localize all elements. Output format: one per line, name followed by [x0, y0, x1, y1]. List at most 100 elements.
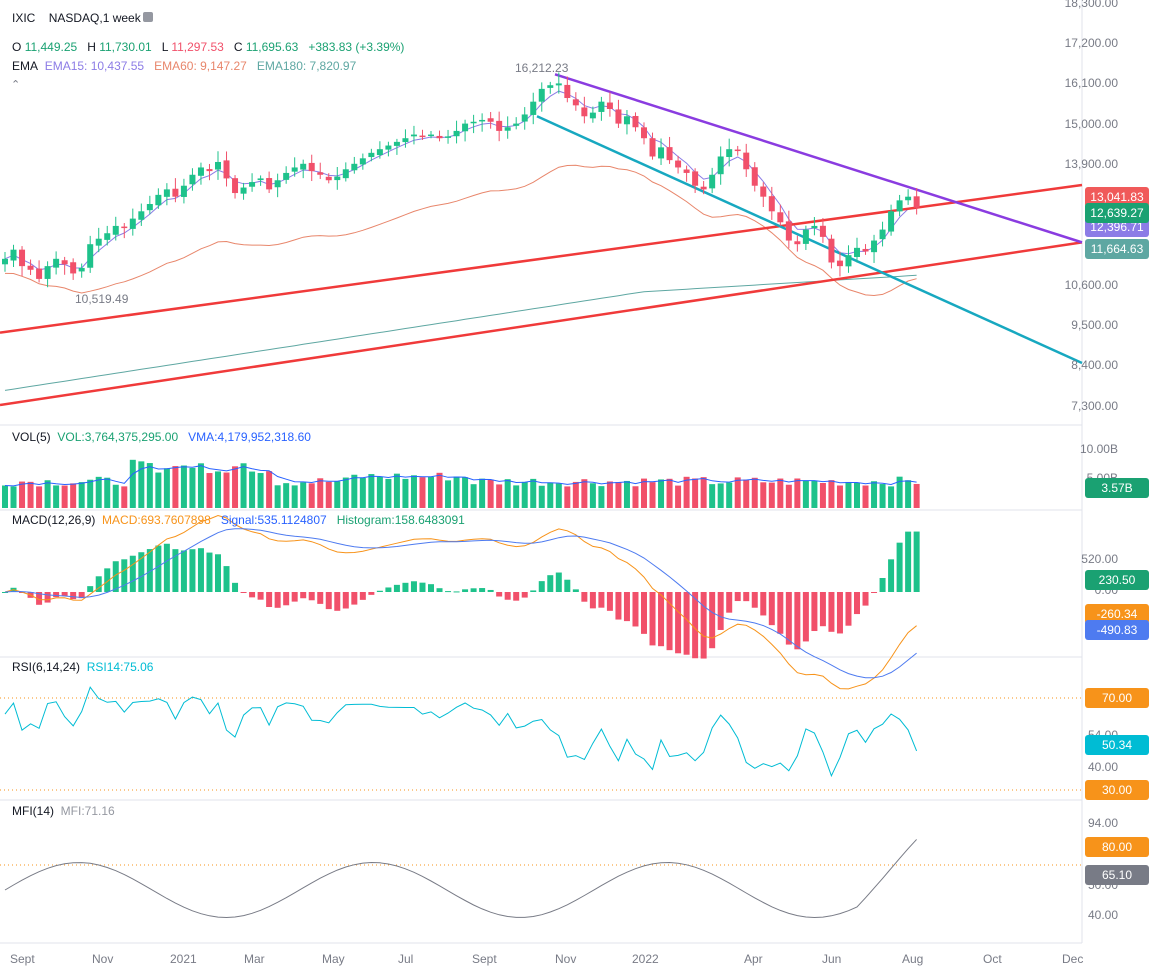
candle-body [155, 194, 162, 206]
volume-bar [240, 463, 247, 508]
macd-title: MACD(12,26,9) [12, 513, 96, 527]
volume-bar [428, 476, 434, 508]
volume-bar [871, 481, 878, 508]
trendline-purple [554, 73, 1083, 244]
candle-body [70, 262, 77, 274]
change-value: +383.83 (+3.39%) [308, 40, 405, 54]
ohlc-legend: O 11,449.25 H 11,730.01 L 11,297.53 C 11… [12, 40, 404, 54]
candle-body [717, 156, 724, 175]
candle-body [896, 200, 903, 212]
candle-body [95, 238, 102, 246]
ema-lines [4, 90, 917, 391]
volume-bar [564, 486, 571, 508]
macd-histogram-bar [854, 592, 860, 615]
volume-bar [811, 480, 818, 508]
volume-bar [675, 485, 682, 508]
candle-body [368, 152, 375, 158]
high-label: H [87, 40, 96, 54]
symbol-legend[interactable]: IXIC NASDAQ,1 week [12, 11, 141, 25]
candle-body [10, 249, 17, 261]
candle-body [794, 241, 801, 245]
candle-body [641, 127, 647, 139]
volume-bar [692, 478, 699, 508]
macd-histogram-bar [274, 592, 281, 608]
candle-body [36, 268, 43, 279]
macd-histogram-bar [215, 554, 221, 592]
macd-histogram-bar [368, 592, 375, 595]
candle-body [121, 226, 128, 229]
macd-histogram-bar [871, 592, 878, 593]
volume-bar [462, 477, 469, 508]
trendlines[interactable] [0, 73, 1083, 407]
candle-body [436, 135, 443, 139]
macd-histogram-bar [726, 592, 733, 613]
candle-body [743, 152, 750, 170]
macd-histogram-bar [487, 589, 494, 592]
mfi-current-badge: 65.10 [1085, 865, 1149, 885]
price-tick: 16,100.00 [1064, 76, 1118, 90]
candle-body [27, 265, 34, 270]
ema15-line [4, 90, 917, 271]
rsi-pane-drawing [0, 686, 1082, 791]
macd-histogram-bar [359, 592, 366, 600]
candle-body [266, 178, 273, 190]
candle-body [428, 134, 434, 137]
ema60-line [4, 164, 917, 297]
volume-bar [419, 477, 426, 508]
volume-bar [530, 478, 537, 508]
macd-histogram-bar [308, 592, 315, 601]
volume-bar [879, 484, 886, 508]
mfi-80-badge: 80.00 [1085, 837, 1149, 857]
trendline-red-lower [0, 241, 1083, 407]
volume-bar [402, 478, 409, 508]
macd-histogram-bar [879, 577, 886, 592]
menu-icon[interactable] [143, 12, 153, 22]
ema180-line [4, 274, 917, 391]
macd-histogram-bar [163, 543, 170, 592]
volume-bar [351, 474, 358, 508]
candle-body [683, 169, 690, 173]
candle-body [300, 163, 307, 170]
volume-bar [2, 485, 8, 508]
exchange-interval: NASDAQ,1 week [48, 11, 141, 25]
candle-body [555, 83, 562, 86]
volume-bar [709, 484, 716, 508]
macd-hist-badge: 230.50 [1085, 570, 1149, 590]
volume-bar [95, 476, 102, 508]
candle-body [888, 211, 895, 232]
candle-body [283, 172, 290, 180]
macd-histogram-bar [249, 592, 256, 598]
candle-body [854, 247, 860, 257]
volume-bar [53, 485, 60, 508]
candle-body [334, 176, 341, 181]
macd-histogram-bar [2, 592, 8, 593]
macd-histogram-bar [709, 592, 716, 649]
volume-bar [641, 478, 647, 508]
macd-histogram-bar [513, 592, 520, 601]
candle-body [666, 147, 673, 161]
macd-histogram-bar [257, 592, 264, 600]
volume-bar [760, 482, 767, 508]
collapse-chevron-icon[interactable]: ⌃ [11, 79, 21, 91]
macd-histogram-bar [104, 568, 111, 592]
volume-bar [368, 474, 375, 508]
x-tick: 2021 [170, 952, 197, 966]
volume-bar [163, 468, 170, 508]
vol-tick: 10.00B [1079, 442, 1118, 456]
macd-histogram-bar [470, 588, 477, 592]
volume-bar [121, 486, 128, 508]
candle-body [581, 107, 588, 117]
macd-histogram-bar [606, 592, 613, 611]
candle-body [606, 102, 613, 109]
volume-bar [197, 463, 204, 508]
volume-bar [445, 480, 452, 508]
volume-bar [504, 479, 511, 508]
volume-bar [436, 472, 443, 508]
macd-histogram-bar [121, 559, 128, 592]
price-tick: 7,300.00 [1071, 399, 1118, 413]
candle-body [623, 116, 630, 125]
rsi-tick: 40.00 [1087, 760, 1118, 774]
volume-bar [283, 483, 290, 508]
volume-bar [819, 482, 826, 508]
